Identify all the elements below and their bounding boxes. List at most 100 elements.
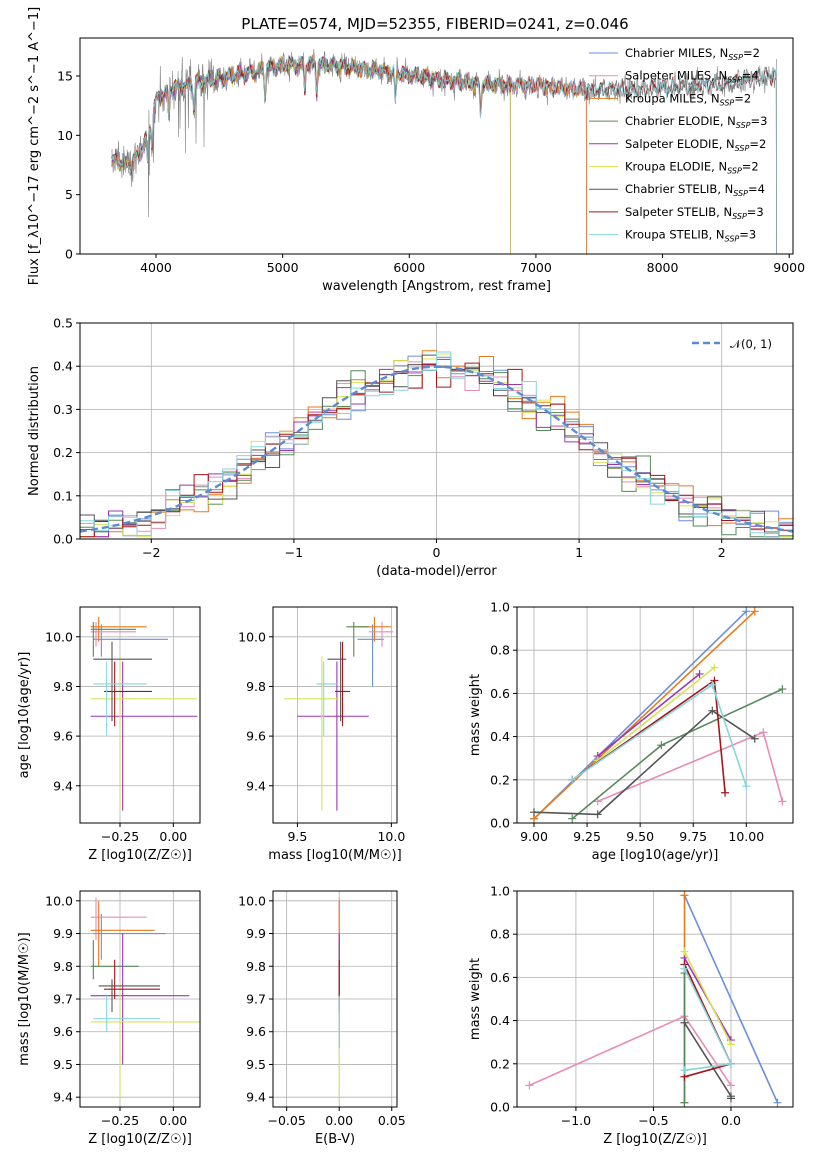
- legend-label: Chabrier ELODIE, NSSP=3: [625, 114, 767, 130]
- y-tick-label: 0.1: [53, 488, 73, 503]
- x-tick-label: 2: [718, 545, 726, 560]
- weight-marker: [726, 1040, 735, 1049]
- y-tick-label: 0.4: [490, 1013, 510, 1028]
- normal-curve: [80, 365, 793, 533]
- plot-area: [273, 891, 397, 1107]
- y-tick-label: 9.6: [53, 729, 73, 744]
- y-tick-label: 0.8: [490, 643, 510, 658]
- weight-line: [533, 709, 756, 816]
- x-tick-label: 0: [433, 545, 441, 560]
- y-tick-label: 9.9: [53, 926, 73, 941]
- weight-marker: [568, 775, 577, 784]
- y-tick-label: 9.4: [53, 1090, 73, 1105]
- weight-marker: [680, 1018, 689, 1027]
- y-tick-label: 0.2: [53, 445, 73, 460]
- plot-mass-age: 9.5 10.0 9.4 9.6 9.8 10.0 mass [log10(M/M☉)]: [238, 606, 405, 863]
- weight-marker: [708, 680, 717, 689]
- weight-marker: [778, 797, 787, 806]
- x-tick-label: 4000: [140, 260, 172, 275]
- weight-line: [533, 610, 756, 820]
- weight-marker: [726, 1059, 735, 1068]
- y-axis-label: mass weight: [468, 674, 483, 756]
- x-axis-label: age [log10(age/yr)]: [592, 848, 719, 863]
- x-axis-label: (data-model)/error: [376, 564, 497, 579]
- weight-line: [529, 1015, 732, 1087]
- weight-marker: [680, 1066, 689, 1075]
- axes-frame: [79, 606, 201, 824]
- weight-marker: [695, 669, 704, 678]
- plot-area: [273, 607, 397, 823]
- weight-marker: [742, 607, 751, 616]
- y-tick-label: 10.0: [238, 893, 266, 908]
- x-tick-label: −2: [142, 545, 160, 560]
- legend-label: 𝒩(0, 1): [730, 337, 772, 351]
- histogram-8: [80, 351, 793, 538]
- plot-area: [111, 48, 777, 254]
- plot-Z-weight: −1.0 −0.5 0.0 0.0 0.2 0.4 0.6 0.8 1.0 Z [log10(Z/…: [468, 884, 794, 1147]
- x-tick-label: −0.5: [638, 1113, 668, 1128]
- x-tick-label: 9000: [773, 260, 805, 275]
- y-tick-label: 9.8: [53, 679, 73, 694]
- y-axis-label: mass weight: [468, 958, 483, 1040]
- x-tick-label: 0.05: [378, 1113, 406, 1128]
- y-tick-label: 0: [65, 247, 73, 262]
- x-axis-label: Z [log10(Z/Z☉)]: [88, 848, 192, 863]
- y-axis-label: age [log10(age/yr)]: [17, 652, 32, 779]
- axes-frame: [79, 37, 794, 255]
- weight-marker: [759, 728, 768, 737]
- weight-line: [597, 673, 701, 757]
- x-tick-label: 0.0: [721, 1113, 741, 1128]
- y-tick-label: 0.0: [53, 532, 73, 547]
- plots-layer: 4000 5000 6000 7000 8000 9000051015wavelength…: [17, 7, 805, 1147]
- y-tick-label: 0.5: [53, 316, 73, 331]
- y-axis-label: Flux [f_λ10^−17 erg cm^−2 s^−1 A^−1]: [27, 7, 42, 285]
- x-tick-label: −0.05: [268, 1113, 306, 1128]
- axes-frame: [272, 606, 398, 824]
- legend-label: Kroupa ELODIE, NSSP=2: [625, 160, 759, 176]
- weight-marker: [742, 782, 751, 791]
- x-tick-label: 9.00: [520, 829, 548, 844]
- x-axis-label: wavelength [Angstrom, rest frame]: [322, 279, 551, 294]
- axes-frame: [516, 606, 794, 824]
- legend-label: Chabrier MILES, NSSP=2: [625, 46, 760, 62]
- y-tick-label: 9.5: [246, 1057, 266, 1072]
- plot-area: [517, 607, 793, 823]
- plot-Z-age: −0.25 0.00 9.4 9.6 9.8 10.0 Z [log10(Z/Z☉)] age…: [17, 606, 201, 863]
- y-tick-label: 10.0: [238, 629, 266, 644]
- y-tick-label: 15: [57, 68, 73, 83]
- y-axis-label: mass [log10(M/M☉)]: [17, 932, 32, 1065]
- x-tick-label: 10.00: [728, 829, 764, 844]
- plot-area: [517, 891, 793, 1107]
- weight-marker: [680, 891, 689, 900]
- weight-marker: [708, 706, 717, 715]
- y-tick-label: 0.6: [490, 970, 510, 985]
- plot-area: [80, 607, 200, 823]
- x-tick-label: 5000: [267, 260, 299, 275]
- model-spectrum: [111, 55, 777, 254]
- weight-marker: [680, 947, 689, 956]
- y-tick-label: 0.0: [490, 816, 510, 831]
- legend-label: Kroupa STELIB, NSSP=3: [625, 228, 756, 244]
- y-tick-label: 0.3: [53, 402, 73, 417]
- x-tick-label: 6000: [393, 260, 425, 275]
- y-tick-label: 5: [65, 187, 73, 202]
- x-tick-label: 0.00: [159, 1113, 187, 1128]
- histogram-7: [80, 362, 793, 538]
- y-tick-label: 9.9: [246, 926, 266, 941]
- y-tick-label: 9.7: [246, 992, 266, 1007]
- legend-label: Chabrier STELIB, NSSP=4: [625, 182, 765, 198]
- x-axis-label: Z [log10(Z/Z☉)]: [603, 1132, 707, 1147]
- y-tick-label: 10: [57, 128, 73, 143]
- y-tick-label: 10.0: [45, 629, 73, 644]
- weight-marker: [721, 788, 730, 797]
- weight-marker: [593, 810, 602, 819]
- y-tick-label: 9.8: [246, 679, 266, 694]
- weight-marker: [750, 607, 759, 616]
- y-tick-label: 9.8: [53, 959, 73, 974]
- x-tick-label: 0.00: [159, 829, 187, 844]
- weight-marker: [529, 808, 538, 817]
- weight-marker: [726, 1081, 735, 1090]
- weight-line: [683, 1022, 732, 1099]
- weight-marker: [657, 741, 666, 750]
